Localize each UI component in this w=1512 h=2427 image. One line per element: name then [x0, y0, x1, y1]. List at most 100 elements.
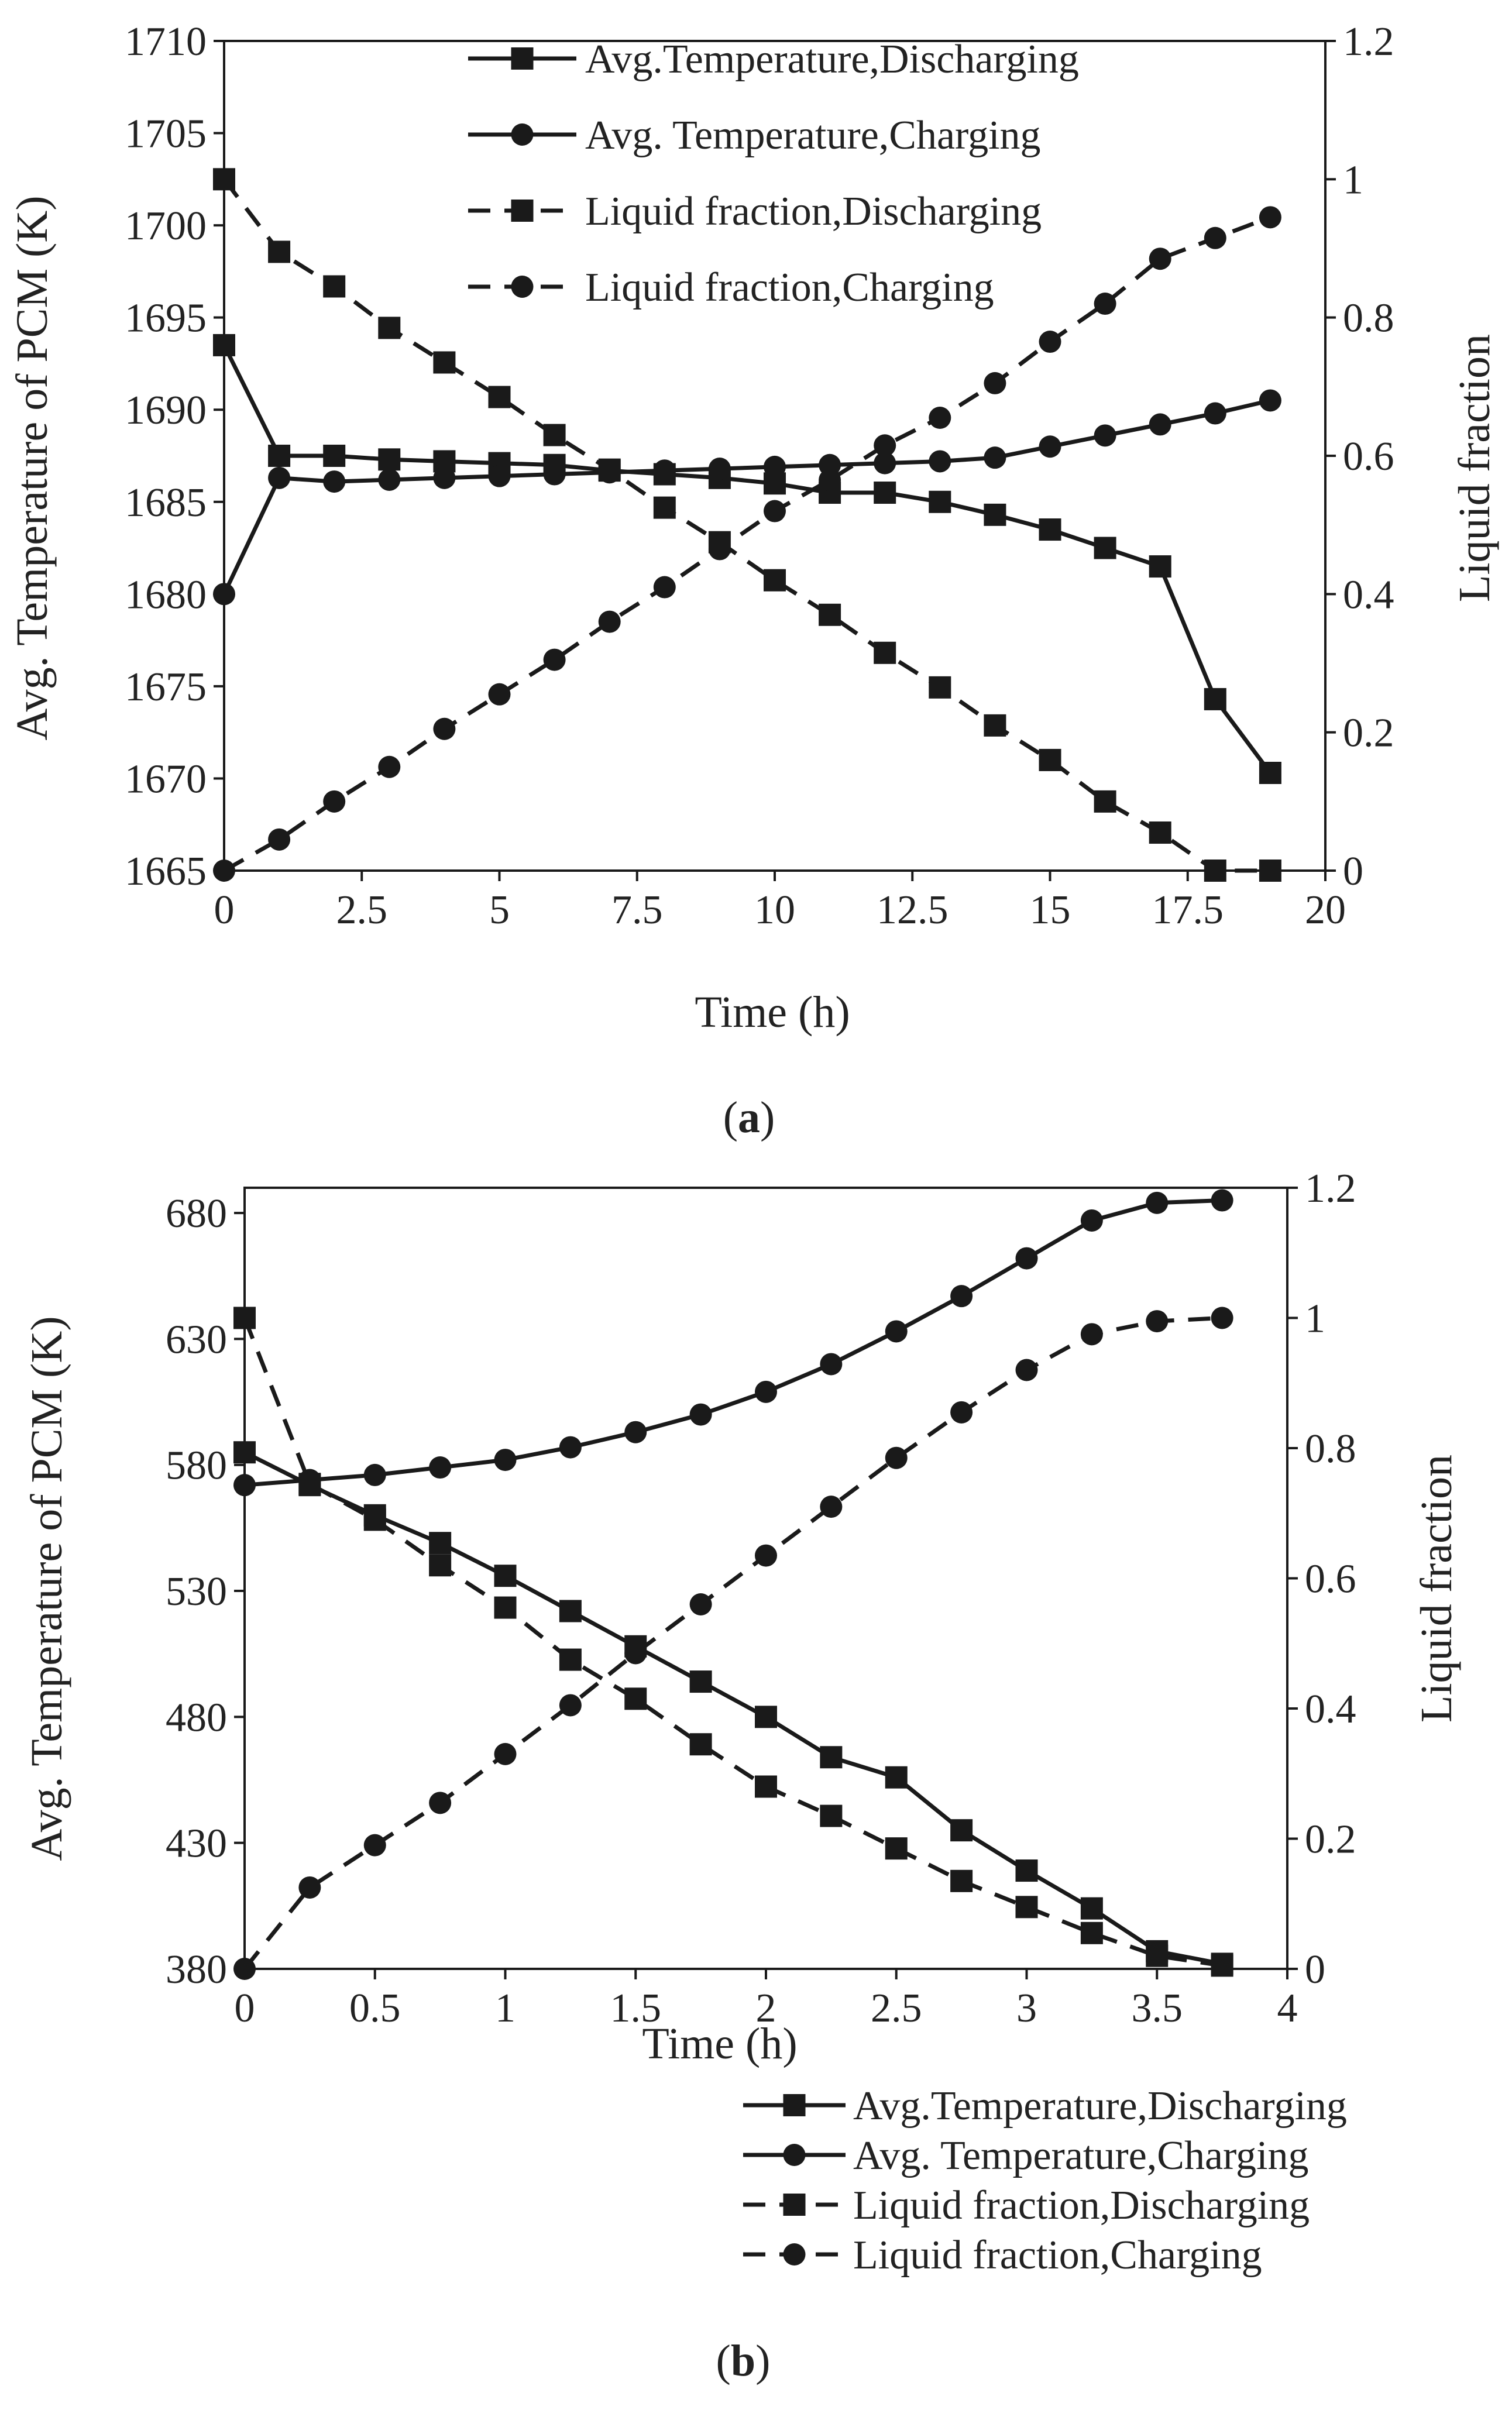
chart-a-point-lf_charging [1039, 331, 1061, 353]
chart-a-point-lf_charging [433, 717, 456, 740]
chart-b-point-lf_charging [298, 1876, 321, 1899]
chart-b-point-temp_discharging [950, 1819, 973, 1842]
chart-b-point-temp_discharging [233, 1441, 256, 1464]
chart-b-point-lf_discharging [559, 1648, 582, 1671]
chart-b-x-tick-label: 0.5 [349, 1986, 401, 2031]
chart-a-point-temp_charging [268, 466, 291, 489]
chart-b-y2-tick-label: 1.2 [1305, 1166, 1356, 1211]
chart-a-point-lf_discharging [213, 168, 235, 191]
chart-b-legend-marker-lf_discharging [783, 2194, 806, 2216]
chart-b-point-lf_discharging [1211, 1954, 1233, 1977]
chart-a-point-lf_charging [874, 434, 896, 457]
chart-b-point-lf_charging [885, 1446, 908, 1469]
chart-a-x-tick-label: 0 [214, 888, 235, 933]
chart-a-point-temp_charging [543, 463, 566, 486]
chart-b-y2-tick-label: 0.8 [1305, 1426, 1356, 1472]
chart-b-point-temp_charging [950, 1285, 973, 1308]
chart-b-point-temp_discharging [885, 1766, 908, 1789]
chart-b-point-lf_charging [689, 1593, 712, 1615]
chart-a-y-tick-label: 1680 [125, 572, 207, 617]
chart-a-y-tick-label: 1690 [125, 388, 207, 433]
chart-b-y2-tick-label: 0.6 [1305, 1557, 1356, 1602]
chart-a-y-tick-label: 1695 [125, 296, 207, 341]
chart-a-point-temp_discharging [929, 490, 951, 513]
chart-b-point-temp_charging [559, 1436, 582, 1459]
chart-b-point-lf_discharging [363, 1508, 386, 1531]
chart-a-point-lf_charging [1204, 226, 1226, 249]
chart-a-x-tick-label: 12.5 [877, 888, 949, 933]
chart-b-legend-label-temp_discharging: Avg.Temperature,Discharging [853, 2084, 1347, 2129]
chart-b-point-temp_charging [624, 1421, 647, 1443]
chart-a-series-line-lf_charging [223, 215, 1272, 873]
chart-b-y-tick-label: 580 [166, 1443, 227, 1488]
chart-a-point-lf_charging [1094, 293, 1116, 315]
chart-b-point-temp_discharging [494, 1565, 517, 1587]
chart-b-point-temp_charging [1080, 1209, 1103, 1232]
chart-b-point-temp_charging [494, 1449, 517, 1472]
chart-b: Time (h) Avg. Temperature of PCM (K) Liq… [22, 1166, 1461, 2278]
chart-b-point-temp_discharging [820, 1746, 843, 1769]
chart-b-y2-tick-label: 0.4 [1305, 1687, 1356, 1732]
chart-b-point-lf_charging [363, 1834, 386, 1857]
chart-a-xlabel: Time (h) [695, 988, 850, 1037]
chart-b-series-line-temp_discharging [243, 1450, 1223, 1966]
chart-a-point-lf_discharging [819, 603, 841, 626]
chart-a-x-tick-label: 2.5 [336, 888, 388, 933]
chart-a-y-tick-label: 1665 [125, 849, 207, 894]
chart-a-point-temp_charging [433, 466, 456, 489]
chart-a-point-lf_discharging [1204, 860, 1226, 882]
chart-a-legend-label-temp_charging: Avg. Temperature,Charging [585, 113, 1041, 158]
chart-a-ylabel: Avg. Temperature of PCM (K) [8, 195, 57, 740]
chart-a-point-lf_discharging [378, 317, 401, 339]
chart-b-y-tick-label: 530 [166, 1569, 227, 1614]
chart-a-y-tick-label: 1685 [125, 480, 207, 525]
chart-a-point-lf_discharging [1149, 821, 1171, 844]
chart-b-plot-frame [243, 1187, 1288, 1970]
chart-b-y2-tick-label: 0 [1305, 1947, 1325, 1992]
chart-a-legend-label-temp_discharging: Avg.Temperature,Discharging [585, 37, 1079, 82]
chart-a-point-temp_charging [1094, 424, 1116, 447]
chart-a-point-temp_charging [764, 455, 786, 478]
chart-a-point-temp_discharging [268, 445, 291, 467]
chart-b-x-tick-label: 0 [235, 1986, 255, 2031]
chart-b-point-lf_discharging [494, 1596, 517, 1619]
chart-a-point-lf_charging [708, 538, 731, 561]
chart-a-point-temp_discharging [213, 334, 235, 356]
chart-a-point-temp_charging [708, 458, 731, 480]
chart-b-point-temp_charging [755, 1380, 777, 1403]
chart-a-point-temp_discharging [323, 445, 346, 467]
chart-a-legend-label-lf_discharging: Liquid fraction,Discharging [585, 189, 1042, 234]
chart-a-y-tick-label: 1700 [125, 204, 207, 249]
chart-a-y-tick-label: 1675 [125, 665, 207, 710]
chart-a-point-temp_charging [653, 459, 676, 482]
chart-b-point-lf_charging [624, 1642, 647, 1665]
chart-a-y2label: Liquid fraction [1450, 334, 1499, 602]
chart-b-point-temp_charging [885, 1320, 908, 1343]
chart-a-point-lf_charging [929, 407, 951, 429]
chart-a-point-temp_discharging [1039, 518, 1061, 541]
chart-a: Time (h) Avg. Temperature of PCM (K) Liq… [8, 19, 1499, 1037]
chart-b-point-temp_charging [820, 1353, 843, 1376]
chart-a-point-lf_charging [984, 372, 1006, 394]
chart-b-y-tick-label: 480 [166, 1695, 227, 1740]
chart-b-point-lf_discharging [950, 1869, 973, 1892]
chart-b-legend-label-lf_discharging: Liquid fraction,Discharging [853, 2183, 1310, 2228]
chart-a-legend-label-lf_charging: Liquid fraction,Charging [585, 265, 994, 310]
chart-a-point-lf_charging [378, 755, 401, 778]
chart-a-point-lf_charging [764, 500, 786, 522]
chart-a-point-temp_discharging [1094, 537, 1116, 559]
chart-a-point-lf_charging [268, 828, 291, 851]
chart-a-y-tick-label: 1670 [125, 757, 207, 802]
chart-a-x-tick-label: 10 [754, 888, 795, 933]
chart-b-series-line-lf_charging [243, 1316, 1222, 1971]
chart-b-x-tick-label: 3.5 [1132, 1986, 1183, 2031]
chart-b-point-lf_discharging [689, 1733, 712, 1756]
chart-b-point-lf_charging [494, 1742, 517, 1765]
chart-b-point-lf_charging [950, 1401, 973, 1424]
chart-a-point-temp_charging [213, 583, 235, 606]
chart-b-series-line-temp_charging [244, 1198, 1222, 1487]
chart-b-x-tick-label: 2 [756, 1986, 776, 2031]
chart-a-point-lf_charging [1149, 247, 1171, 270]
chart-a-y2-tick-label: 0.6 [1343, 434, 1394, 479]
